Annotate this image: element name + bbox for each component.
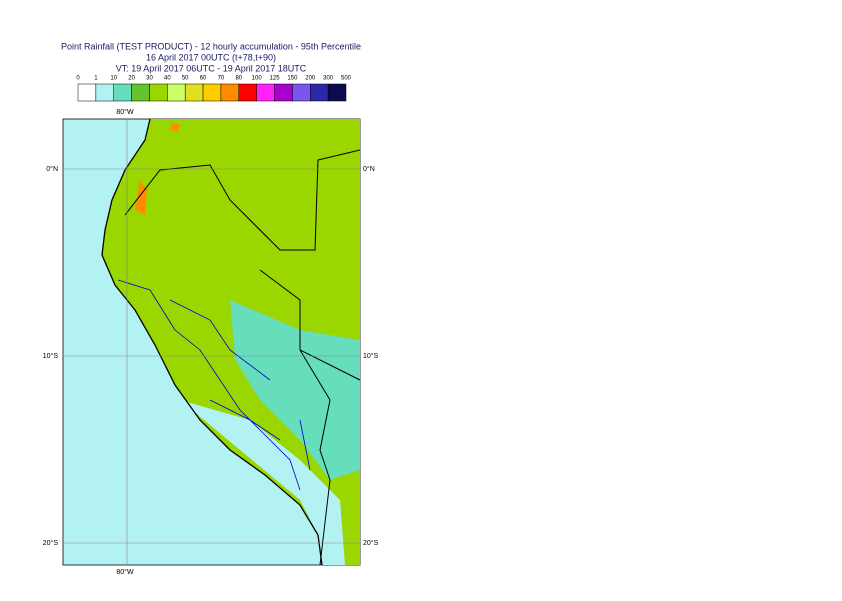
land [102, 119, 360, 565]
rain-peak [135, 180, 147, 215]
colorbar-box [184, 83, 204, 102]
graticule [63, 119, 360, 565]
colorbar-label: 300 [323, 76, 334, 82]
colorbar-box [77, 83, 97, 102]
colorbar-box [202, 83, 222, 102]
colorbar-box [113, 83, 132, 102]
lat-label: 0°N [46, 165, 58, 173]
rain-peak [170, 123, 180, 132]
map-area [62, 118, 361, 566]
colorbar-box [220, 83, 240, 102]
lon-label: 80°W [116, 108, 134, 116]
run-time: 16 April 2017 00UTC (t+78,t+90) [146, 52, 276, 62]
colorbar-box [274, 83, 293, 102]
colorbar-label: 500 [341, 76, 352, 82]
colorbar-label: 30 [146, 76, 153, 82]
colorbar-label: 50 [182, 76, 189, 82]
colorbar-box [149, 83, 168, 102]
land-low-rain [230, 300, 360, 480]
colorbar-label: 125 [270, 76, 281, 82]
coastline [101, 118, 323, 566]
colorbar-label: 100 [252, 76, 263, 82]
colorbar-label: 60 [200, 76, 207, 82]
valid-time: VT: 19 April 2017 06UTC - 19 April 2017 … [116, 63, 307, 73]
lat-labels: 0°N 0°N 10°S 10°S 20°S 20°S [43, 165, 379, 547]
colorbar-label: 40 [164, 76, 171, 82]
colorbar-box [310, 83, 329, 102]
colorbar-box [292, 83, 311, 102]
colorbar-box [256, 83, 275, 102]
colorbar-box [167, 83, 186, 102]
colorbar-label: 0 [76, 76, 80, 82]
lat-label: 10°S [363, 352, 379, 360]
lat-label: 0°N [363, 165, 375, 173]
colorbar-label: 150 [287, 76, 298, 82]
colorbar-label: 10 [110, 76, 117, 82]
lat-label: 20°S [43, 539, 59, 547]
colorbar-box [238, 83, 257, 102]
colorbar-label: 80 [235, 76, 242, 82]
lat-label: 20°S [363, 539, 379, 547]
lat-label: 10°S [43, 352, 59, 360]
region-borders [117, 279, 311, 491]
lon-label: 80°W [116, 568, 134, 576]
colorbar-label: 1 [94, 76, 98, 82]
colorbar: 0 1 10 20 30 40 50 60 70 80 100 125 150 200 300 500 [76, 76, 352, 102]
colorbar-label: 200 [305, 76, 316, 82]
colorbar-label: 20 [128, 76, 135, 82]
colorbar-box [327, 83, 347, 102]
colorbar-box [95, 83, 114, 102]
colorbar-box [131, 83, 150, 102]
title: Point Rainfall (TEST PRODUCT) - 12 hourl… [61, 41, 361, 51]
colorbar-label: 70 [218, 76, 225, 82]
